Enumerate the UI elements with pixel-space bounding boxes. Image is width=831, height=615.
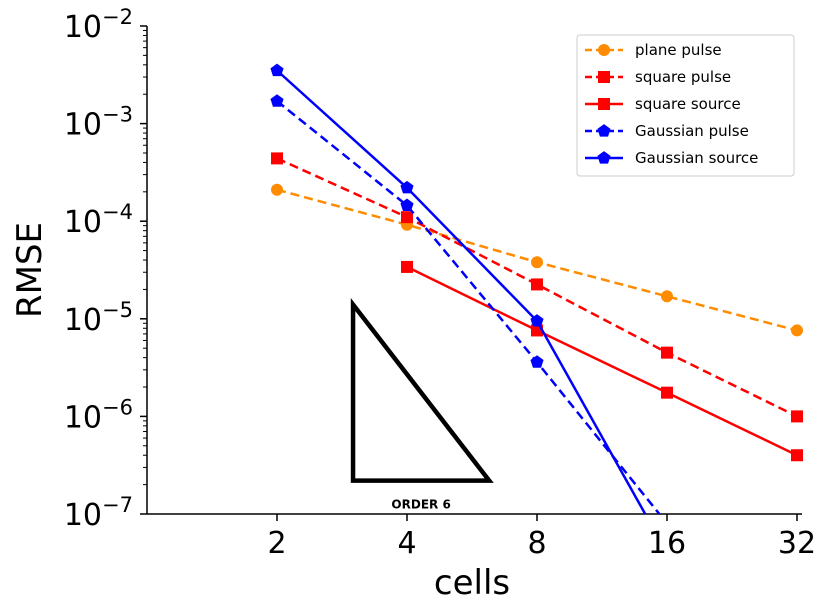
- y-tick-label: 10−4: [64, 200, 133, 240]
- data-point-square-pulse: [661, 346, 673, 359]
- series-gaussian-source: [270, 63, 647, 514]
- series-square-source: [401, 260, 803, 462]
- data-point-plane-pulse: [271, 183, 283, 196]
- x-tick-label: 32: [778, 526, 816, 561]
- data-point-plane-pulse: [661, 290, 673, 303]
- legend-box: [576, 34, 795, 177]
- x-tick-label: 8: [527, 526, 546, 561]
- data-point-square-source: [661, 386, 673, 399]
- y-tick-label: 10−7: [64, 493, 133, 533]
- legend-item-gaussian-source: Gaussian source: [585, 149, 758, 167]
- data-point-gaussian-source: [400, 180, 414, 194]
- y-tick-label: 10−6: [64, 395, 133, 435]
- legend-label: Gaussian source: [635, 149, 758, 167]
- legend-label: Gaussian pulse: [635, 122, 749, 140]
- legend-label: square pulse: [635, 68, 731, 86]
- x-axis-label: cells: [434, 563, 510, 603]
- series-line-square-source: [406, 265, 798, 457]
- data-point-gaussian-source: [530, 314, 544, 327]
- series-gaussian-pulse: [270, 94, 661, 514]
- legend-marker: [598, 44, 610, 56]
- data-point-gaussian-pulse: [400, 198, 414, 212]
- legend-label: plane pulse: [635, 41, 722, 59]
- y-tick-label: 10−3: [64, 103, 133, 143]
- data-point-plane-pulse: [531, 256, 543, 269]
- series-square-pulse: [271, 152, 803, 423]
- data-point-square-pulse: [401, 211, 413, 224]
- data-point-square-pulse: [531, 278, 543, 291]
- data-point-square-pulse: [271, 152, 283, 165]
- legend-label: square source: [635, 95, 741, 113]
- data-point-gaussian-source: [270, 63, 284, 77]
- data-point-gaussian-pulse: [530, 355, 544, 368]
- legend-marker: [597, 151, 611, 164]
- data-point-square-source: [401, 260, 413, 273]
- order-annotation: ORDER 6: [350, 297, 494, 512]
- x-tick-label: 2: [267, 526, 286, 561]
- y-tick-label: 10−2: [64, 5, 133, 45]
- legend-item-gaussian-pulse: Gaussian pulse: [585, 122, 749, 140]
- data-point-square-source: [791, 449, 803, 462]
- data-point-gaussian-pulse: [270, 94, 284, 107]
- series-line-gaussian-source: [276, 69, 647, 514]
- legend-item-square-pulse: square pulse: [585, 68, 731, 86]
- series-line-gaussian-pulse: [276, 100, 661, 514]
- data-point-square-pulse: [791, 410, 803, 423]
- series-line-square-pulse: [276, 157, 798, 418]
- order-triangle: [350, 297, 494, 483]
- x-tick-label: 16: [648, 526, 686, 561]
- legend-marker: [597, 124, 611, 137]
- legend-item-plane-pulse: plane pulse: [585, 41, 722, 59]
- data-point-plane-pulse: [791, 324, 803, 337]
- y-axis-label: RMSE: [10, 222, 50, 318]
- x-tick-label: 4: [397, 526, 416, 561]
- series-group: [270, 63, 803, 514]
- y-tick-label: 10−5: [64, 298, 133, 338]
- legend-item-square-source: square source: [585, 95, 741, 113]
- legend: plane pulse square pulse square source Gaus…: [576, 34, 795, 177]
- legend-marker: [598, 71, 610, 83]
- legend-marker: [598, 98, 610, 110]
- order-label: ORDER 6: [391, 498, 450, 512]
- axes: 2 4 8 16 32 10−7 10−6 10−5 10−4 10−3 10−2: [64, 5, 816, 561]
